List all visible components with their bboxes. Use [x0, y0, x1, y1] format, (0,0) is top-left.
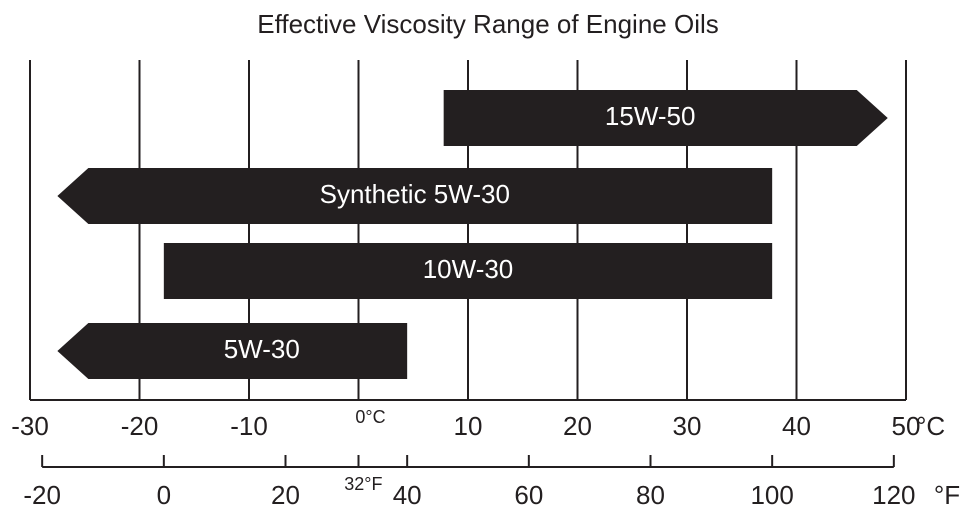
- x2-tick-label: 20: [271, 480, 300, 510]
- range-bar: [57, 168, 773, 224]
- x-tick-label: -20: [121, 411, 159, 441]
- bar-label: 15W-50: [605, 101, 696, 131]
- range-bar: [443, 90, 888, 146]
- x2-tick-label: 80: [636, 480, 665, 510]
- x-tick-label: 50: [892, 411, 921, 441]
- x-tick-label: 10: [454, 411, 483, 441]
- bar-label: 10W-30: [423, 254, 514, 284]
- range-bar: [57, 323, 408, 379]
- x2-tick-label: 100: [750, 480, 793, 510]
- x-unit-label: °C: [916, 411, 945, 441]
- x2-unit-label: °F: [934, 480, 960, 510]
- x-tick-label: 20: [563, 411, 592, 441]
- x-tick-label: -10: [230, 411, 268, 441]
- x2-tick-label: 60: [514, 480, 543, 510]
- bar-label: Synthetic 5W-30: [320, 179, 510, 209]
- x-tick-label: 0°C: [355, 407, 385, 427]
- x2-tick-label: -20: [23, 480, 61, 510]
- x2-tick-label: 120: [872, 480, 915, 510]
- x-tick-label: 30: [673, 411, 702, 441]
- range-bar: [163, 243, 773, 299]
- chart-title: Effective Viscosity Range of Engine Oils: [257, 9, 719, 39]
- x-tick-label: -30: [11, 411, 49, 441]
- x2-tick-label: 32°F: [344, 474, 382, 494]
- x2-tick-label: 40: [393, 480, 422, 510]
- bar-label: 5W-30: [224, 334, 300, 364]
- x-tick-label: 40: [782, 411, 811, 441]
- x2-tick-label: 0: [157, 480, 171, 510]
